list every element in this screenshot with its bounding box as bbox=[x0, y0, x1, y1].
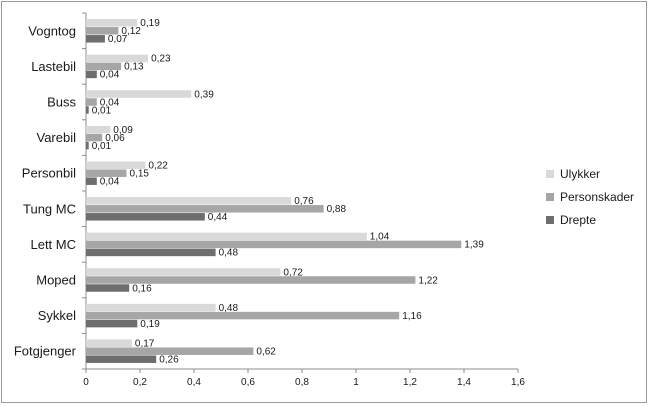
x-tick-label: 0 bbox=[83, 377, 89, 388]
bar-ulykker bbox=[86, 19, 138, 27]
bar-ulykker bbox=[86, 125, 111, 134]
bar-drepte bbox=[86, 284, 130, 292]
data-label: 0,48 bbox=[219, 303, 239, 314]
legend-label: Drepte bbox=[560, 213, 596, 227]
data-label: 0,13 bbox=[124, 62, 144, 73]
bar-ulykker bbox=[86, 90, 192, 98]
bar-ulykker bbox=[86, 303, 216, 312]
bar-drepte bbox=[86, 319, 138, 328]
data-label: 0,72 bbox=[283, 267, 303, 278]
data-label: 0,07 bbox=[108, 34, 128, 45]
data-label: 0,88 bbox=[327, 204, 347, 215]
bar-personskader bbox=[86, 276, 416, 284]
category-label: Tung MC bbox=[23, 201, 76, 216]
legend-swatch bbox=[546, 170, 554, 178]
bar-personskader bbox=[86, 62, 122, 71]
data-label: 0,19 bbox=[140, 319, 160, 330]
data-label: 0,62 bbox=[256, 346, 276, 357]
bar-personskader bbox=[86, 27, 119, 35]
data-label: 0,16 bbox=[132, 283, 152, 294]
legend-swatch bbox=[546, 216, 554, 224]
bar-ulykker bbox=[86, 232, 367, 241]
bar-personskader bbox=[86, 98, 97, 106]
data-label: 0,04 bbox=[100, 70, 120, 81]
legend-label: Ulykker bbox=[560, 167, 600, 181]
data-label: 0,12 bbox=[121, 26, 141, 37]
category-label: Personbil bbox=[22, 166, 76, 181]
category-label: Lett MC bbox=[30, 237, 76, 252]
data-label: 1,22 bbox=[418, 275, 438, 286]
bar-personskader bbox=[86, 347, 254, 355]
bar-ulykker bbox=[86, 161, 146, 169]
category-label: Fotgjenger bbox=[14, 344, 77, 359]
bar-ulykker bbox=[86, 54, 149, 63]
bar-personskader bbox=[86, 133, 103, 142]
data-label: 0,09 bbox=[113, 125, 133, 136]
legend-label: Personskader bbox=[560, 190, 634, 204]
data-label: 0,76 bbox=[294, 196, 314, 207]
data-label: 0,15 bbox=[130, 168, 150, 179]
data-label: 0,17 bbox=[135, 338, 155, 349]
data-label: 0,23 bbox=[151, 54, 171, 65]
category-label: Sykkel bbox=[38, 308, 76, 323]
bar-personskader bbox=[86, 205, 324, 213]
data-label: 0,22 bbox=[148, 160, 168, 171]
category-label: Vogntog bbox=[28, 23, 76, 38]
legend-swatch bbox=[546, 193, 554, 201]
x-tick-label: 0,4 bbox=[187, 377, 201, 388]
data-label: 0,01 bbox=[92, 105, 112, 116]
bar-drepte bbox=[86, 35, 105, 43]
data-label: 0,04 bbox=[100, 97, 120, 108]
category-label: Varebil bbox=[36, 130, 76, 145]
bar-drepte bbox=[86, 213, 205, 221]
data-label: 1,04 bbox=[370, 232, 390, 243]
x-tick-label: 1,2 bbox=[403, 377, 417, 388]
x-tick-label: 1 bbox=[353, 377, 359, 388]
bar-drepte bbox=[86, 106, 89, 114]
bar-drepte bbox=[86, 141, 89, 150]
bar-drepte bbox=[86, 177, 97, 185]
x-tick-label: 0,2 bbox=[133, 377, 147, 388]
data-label: 0,06 bbox=[105, 133, 125, 144]
x-tick-label: 1,6 bbox=[511, 377, 525, 388]
category-label: Moped bbox=[36, 273, 76, 288]
bar-ulykker bbox=[86, 268, 281, 276]
bar-personskader bbox=[86, 240, 462, 249]
data-label: 0,01 bbox=[92, 141, 112, 152]
bar-drepte bbox=[86, 355, 157, 363]
bar-drepte bbox=[86, 248, 216, 257]
data-label: 0,48 bbox=[219, 248, 239, 259]
x-tick-label: 0,8 bbox=[295, 377, 309, 388]
bar-personskader bbox=[86, 169, 127, 177]
data-label: 0,44 bbox=[208, 212, 228, 223]
category-label: Lastebil bbox=[31, 59, 76, 74]
data-label: 0,26 bbox=[159, 354, 179, 365]
data-label: 0,39 bbox=[194, 89, 214, 100]
category-label: Buss bbox=[47, 95, 76, 110]
x-tick-label: 0,6 bbox=[241, 377, 255, 388]
bar-personskader bbox=[86, 311, 400, 320]
data-label: 0,19 bbox=[140, 18, 160, 29]
bar-ulykker bbox=[86, 197, 292, 205]
bar-drepte bbox=[86, 70, 97, 79]
data-label: 1,39 bbox=[464, 240, 484, 251]
data-label: 1,16 bbox=[402, 311, 422, 322]
x-tick-label: 1,4 bbox=[457, 377, 471, 388]
data-label: 0,04 bbox=[100, 176, 120, 187]
bar-ulykker bbox=[86, 339, 132, 347]
